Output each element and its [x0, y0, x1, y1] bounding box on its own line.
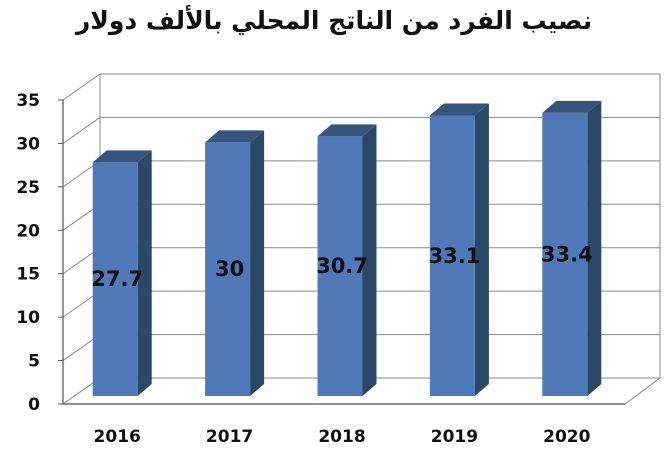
x-tick-label: 2016: [94, 427, 141, 447]
bar: [205, 142, 251, 396]
data-label: 33.4: [541, 242, 593, 266]
chart-axes: [62, 100, 625, 405]
bar-top: [542, 100, 602, 113]
data-labels: 27.7 30 30.7 33.1 33.4: [91, 242, 592, 291]
data-label: 33.1: [428, 244, 480, 268]
chart-title: نصيب الفرد من الناتج المحلي بالألف دولار: [75, 6, 593, 35]
bar-side: [474, 103, 489, 396]
bar-top: [92, 150, 152, 163]
data-label: 27.7: [91, 267, 143, 291]
data-label: 30.7: [316, 254, 368, 278]
y-tick-label: 10: [16, 308, 40, 328]
x-tick-label: 2020: [543, 427, 590, 447]
bar-top: [205, 130, 265, 143]
x-axis-ticks: 2016 2017 2018 2019 2020: [94, 427, 591, 447]
bar-side: [587, 100, 602, 396]
y-tick-label: 30: [16, 134, 40, 154]
x-tick-label: 2019: [431, 427, 478, 447]
bar: [92, 162, 138, 396]
y-tick-label: 0: [28, 395, 40, 415]
y-tick-label: 20: [16, 221, 40, 241]
y-tick-label: 35: [16, 91, 40, 111]
data-label: 30: [215, 257, 244, 281]
bar-side: [137, 150, 152, 396]
y-tick-label: 25: [16, 178, 40, 198]
y-tick-label: 5: [28, 352, 40, 372]
x-tick-label: 2017: [206, 427, 253, 447]
chart-bars: [92, 100, 602, 396]
bar-side: [250, 130, 265, 396]
gridline: [62, 73, 660, 101]
y-tick-label: 15: [16, 265, 40, 285]
bar: [542, 112, 588, 396]
bar-top: [317, 124, 377, 137]
bar: [317, 136, 363, 396]
x-tick-label: 2018: [318, 427, 365, 447]
bar-top: [429, 103, 489, 116]
y-axis-ticks: 0 5 10 15 20 25 30 35: [16, 91, 63, 415]
bar: [429, 115, 475, 396]
bar-side: [362, 124, 377, 396]
